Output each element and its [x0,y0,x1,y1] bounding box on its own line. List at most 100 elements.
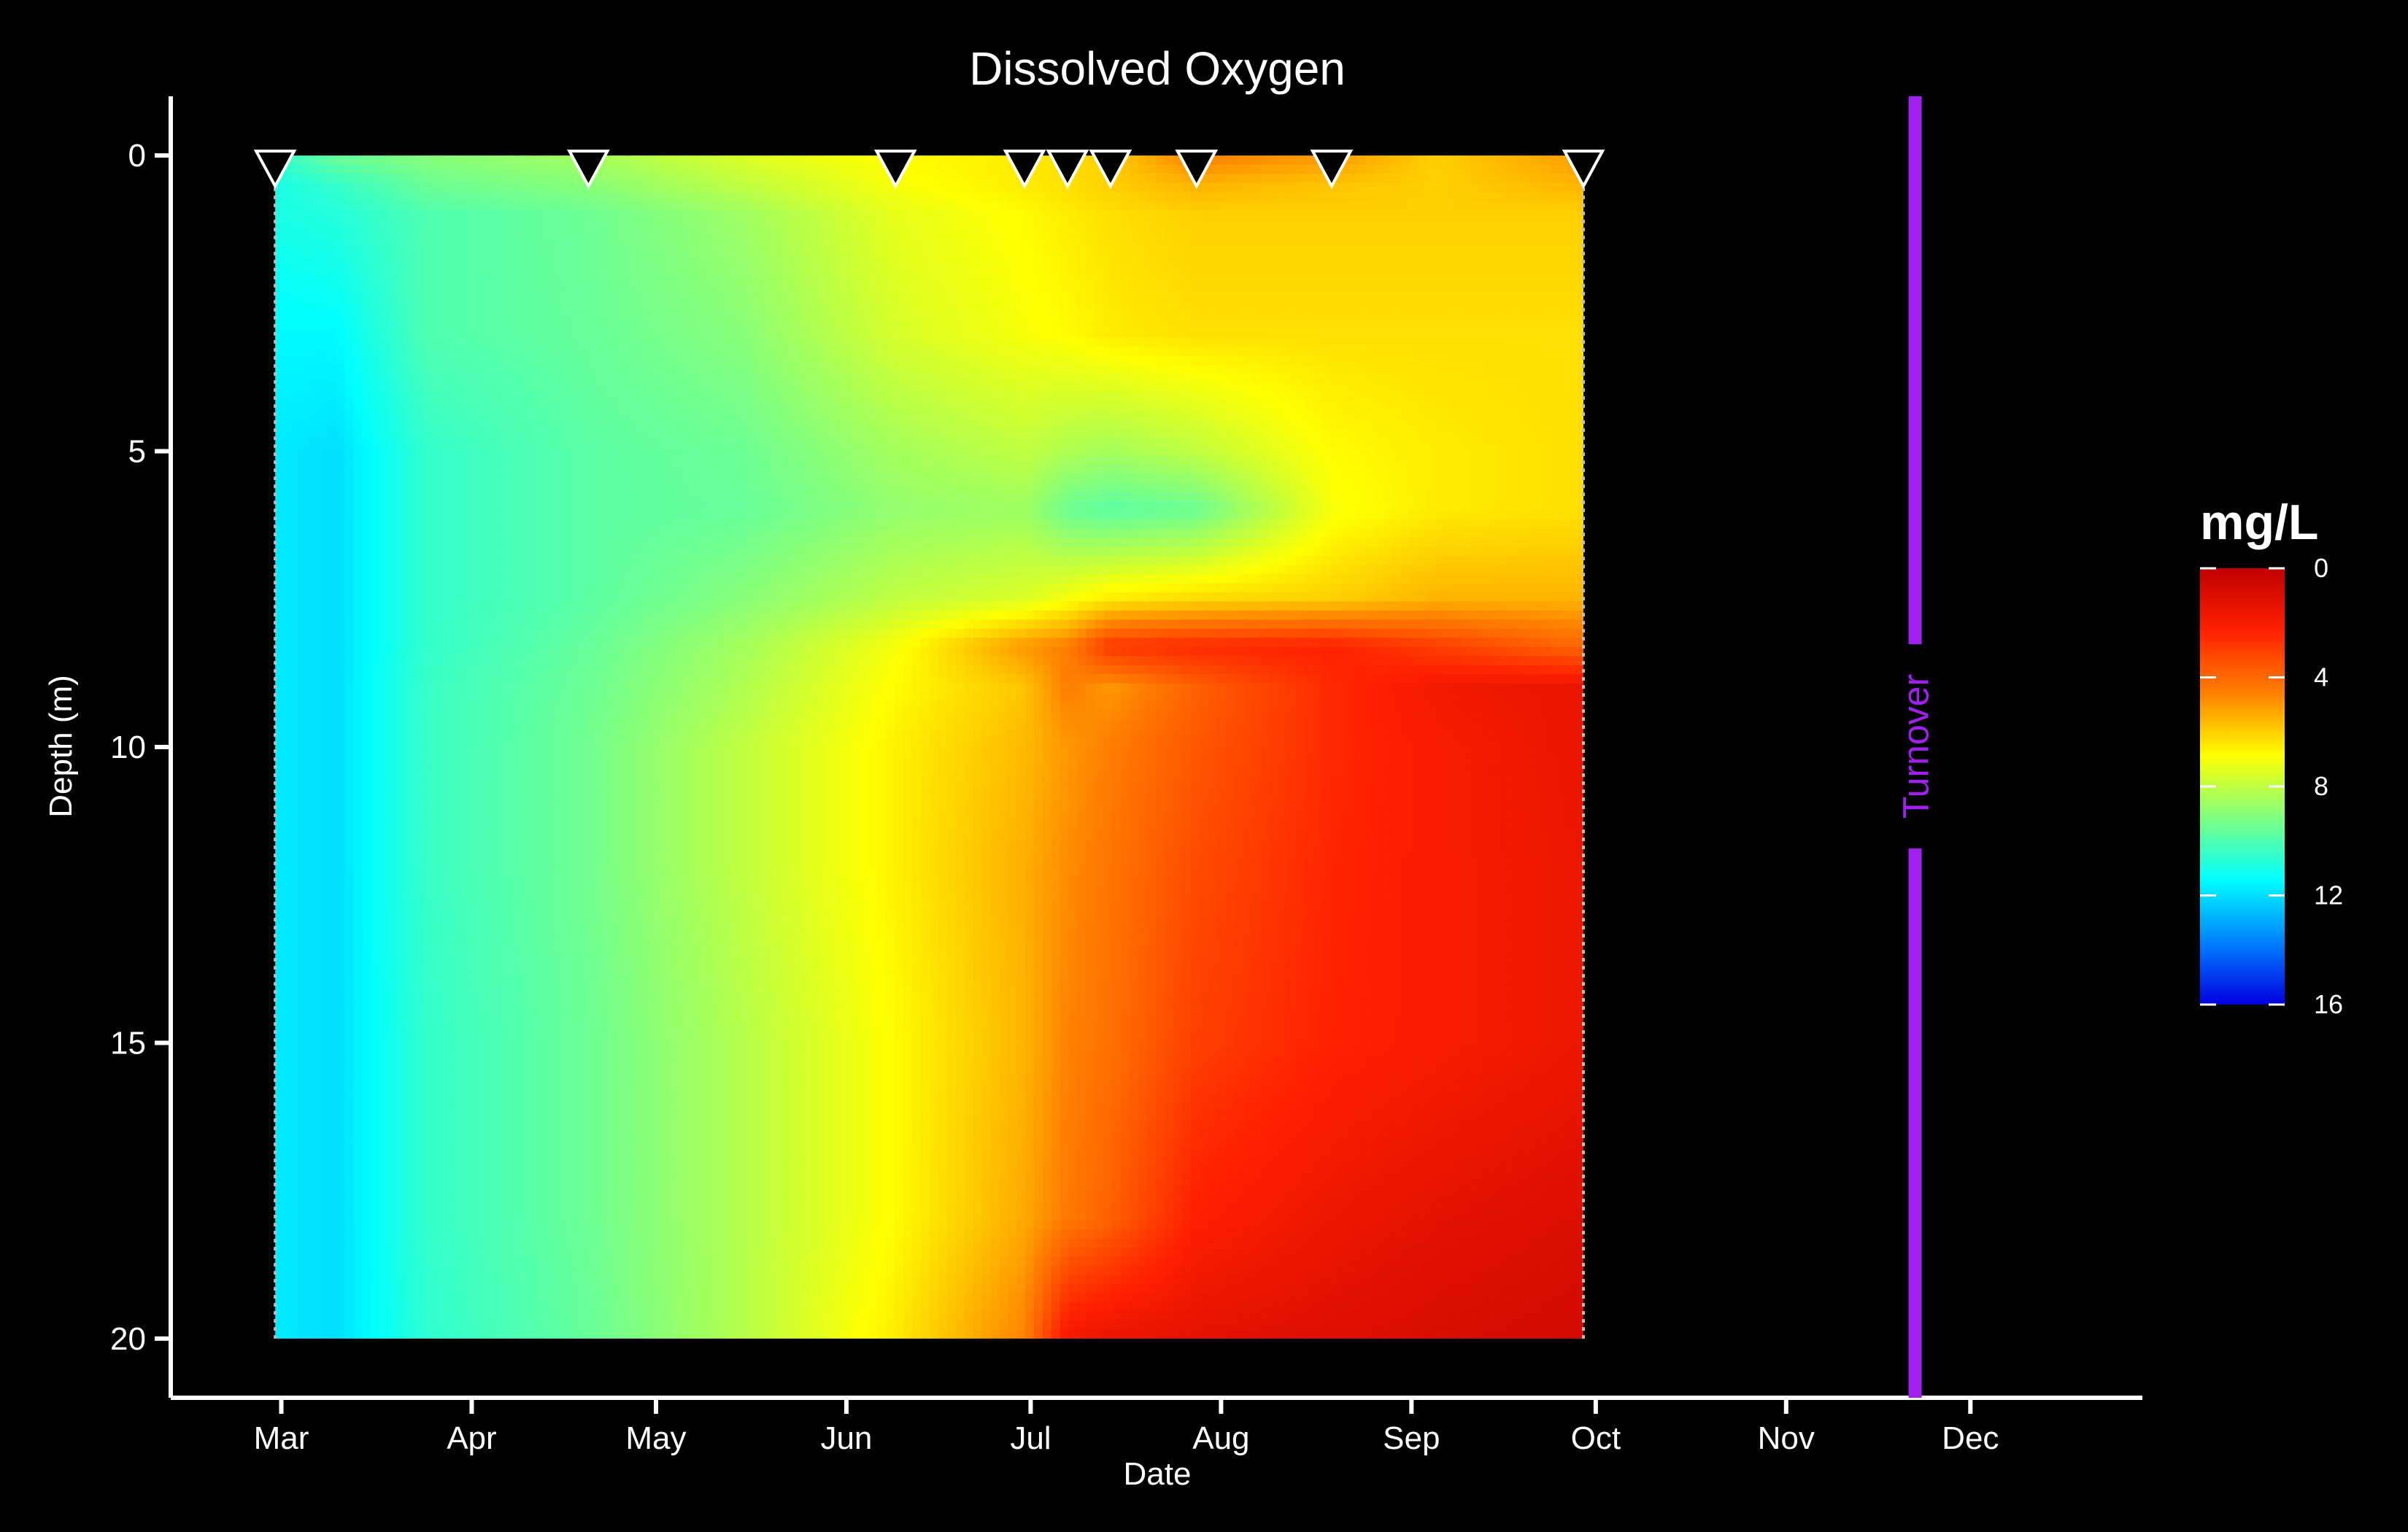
heatmap-cell [606,155,617,166]
heatmap-cell [1348,274,1358,284]
heatmap-cell [1112,337,1122,347]
heatmap-cell [275,191,285,202]
heatmap-cell [336,182,346,193]
heatmap-cell [1575,319,1584,329]
heatmap-cell [676,274,686,284]
heatmap-cell [825,174,834,184]
heatmap-cell [1077,337,1087,347]
heatmap-cell [1121,401,1131,411]
heatmap-cell [807,191,817,202]
heatmap-cell [1191,446,1200,457]
heatmap-cell [833,246,843,257]
heatmap-cell [571,246,582,257]
heatmap-cell [309,455,320,466]
heatmap-cell [1234,446,1244,457]
heatmap-cell [589,355,599,365]
heatmap-cell [1505,428,1515,438]
heatmap-cell [964,319,974,329]
heatmap-cell [807,401,817,411]
heatmap-cell [1487,419,1497,430]
heatmap-cell [406,164,416,174]
heatmap-cell [981,164,992,174]
heatmap-cell [641,301,651,311]
heatmap-cell [1112,292,1122,302]
heatmap-cell [1452,264,1462,275]
heatmap-cell [946,191,957,202]
heatmap-cell [650,255,660,266]
heatmap-cell [1225,191,1235,202]
heatmap-cell [1295,392,1305,402]
heatmap-cell [999,191,1008,202]
heatmap-cell [1443,319,1454,329]
heatmap-cell [911,191,922,202]
heatmap-cell [484,301,494,311]
heatmap-cell [1374,382,1384,393]
heatmap-cell [1575,264,1584,275]
heatmap-cell [1234,201,1244,211]
heatmap-cell [850,164,860,174]
heatmap-cell [353,246,363,257]
heatmap-cell [711,191,721,202]
heatmap-cell [1147,209,1157,220]
heatmap-cell [1426,410,1436,420]
heatmap-cell [1278,155,1288,166]
heatmap-cell [1513,319,1524,329]
heatmap-cell [1173,365,1183,375]
heatmap-cell [659,264,668,275]
heatmap-cell [1147,282,1157,293]
heatmap-cell [1461,228,1471,239]
heatmap-cell [772,355,782,365]
heatmap-cell [414,410,425,420]
heatmap-cell [1173,337,1183,347]
heatmap-cell [981,282,992,293]
heatmap-cell [318,182,328,193]
heatmap-cell [711,328,721,338]
heatmap-cell [1095,365,1105,375]
heatmap-cell [772,392,782,402]
heatmap-cell [406,347,416,357]
heatmap-cell [1200,191,1209,202]
heatmap-cell [1025,328,1035,338]
heatmap-cell [1505,228,1515,239]
heatmap-cell [1033,382,1043,393]
heatmap-cell [1575,237,1584,247]
heatmap-cell [903,374,913,384]
heatmap-cell [1426,401,1436,411]
heatmap-cell [1443,246,1454,257]
heatmap-cell [397,182,407,193]
heatmap-cell [1392,164,1401,174]
heatmap-cell [1339,282,1349,293]
heatmap-cell [772,337,782,347]
heatmap-cell [1505,319,1515,329]
heatmap-cell [484,310,494,320]
heatmap-cell [406,255,416,266]
heatmap-cell [1278,428,1288,438]
heatmap-cell [406,428,416,438]
heatmap-cell [362,328,372,338]
heatmap-cell [1304,392,1314,402]
heatmap-cell [1531,337,1541,347]
heatmap-cell [1452,191,1462,202]
heatmap-cell [1295,310,1305,320]
heatmap-cell [1051,174,1061,184]
heatmap-cell [528,246,538,257]
heatmap-cell [414,292,425,302]
heatmap-cell [842,255,852,266]
heatmap-cell [650,264,660,275]
heatmap-cell [1365,365,1375,375]
heatmap-cell [667,182,677,193]
heatmap-cell [1086,274,1096,284]
heatmap-cell [554,319,564,329]
heatmap-cell [1138,228,1149,239]
heatmap-cell [1505,209,1515,220]
heatmap-cell [711,392,721,402]
heatmap-cell [1095,201,1105,211]
heatmap-cell [1147,191,1157,202]
heatmap-cell [458,337,468,347]
heatmap-cell [1487,155,1497,166]
heatmap-cell [711,228,721,239]
heatmap-cell [1392,255,1401,266]
heatmap-cell [973,347,983,357]
heatmap-cell [1522,410,1532,420]
heatmap-cell [327,410,337,420]
